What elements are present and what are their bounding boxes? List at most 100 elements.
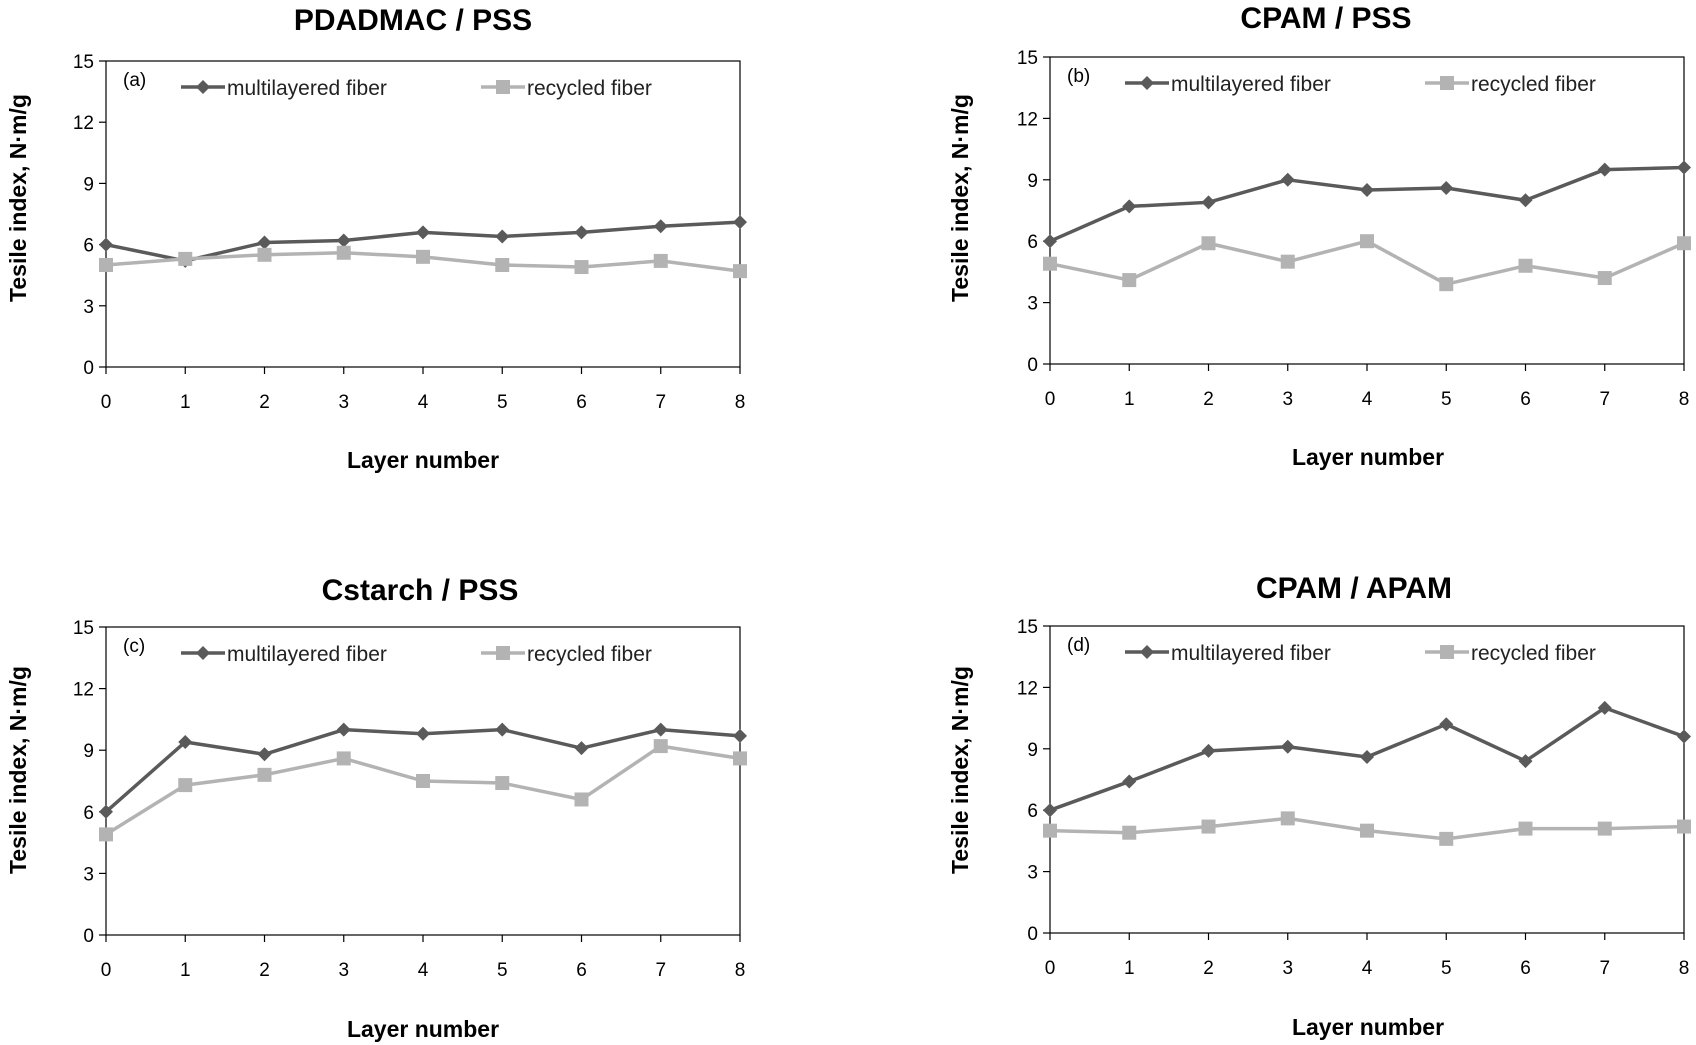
x-tick-label: 2 bbox=[259, 960, 270, 981]
data-point-recycled bbox=[336, 245, 351, 260]
data-point-multilayered bbox=[495, 229, 510, 244]
legend-marker-diamond bbox=[1140, 645, 1154, 659]
data-point-recycled bbox=[1280, 811, 1295, 826]
data-point-multilayered bbox=[574, 225, 589, 240]
y-axis-label: Tesile index, N·m/g bbox=[5, 666, 31, 874]
x-tick-label: 5 bbox=[1441, 958, 1452, 979]
legend-marker-square bbox=[496, 80, 510, 94]
data-point-multilayered bbox=[336, 722, 351, 737]
data-point-recycled bbox=[257, 247, 272, 262]
legend-label: recycled fiber bbox=[1471, 73, 1596, 96]
x-tick-label: 1 bbox=[1124, 389, 1135, 410]
x-tick-label: 4 bbox=[418, 392, 429, 413]
legend-marker-diamond bbox=[1140, 76, 1154, 90]
x-tick-label: 4 bbox=[418, 960, 429, 981]
y-tick-label: 0 bbox=[83, 358, 94, 379]
data-point-multilayered bbox=[1201, 743, 1216, 758]
data-point-recycled bbox=[653, 739, 668, 754]
data-point-multilayered bbox=[99, 237, 113, 252]
legend-label: recycled fiber bbox=[1471, 642, 1596, 665]
data-point-multilayered bbox=[1597, 700, 1612, 715]
y-tick-label: 0 bbox=[1027, 924, 1038, 945]
x-tick-label: 8 bbox=[1679, 389, 1690, 410]
data-point-multilayered bbox=[1439, 717, 1454, 732]
data-point-recycled bbox=[574, 792, 589, 807]
x-tick-label: 3 bbox=[1282, 958, 1293, 979]
data-point-recycled bbox=[1677, 236, 1691, 251]
legend-marker-square bbox=[496, 646, 510, 660]
series-line-recycled bbox=[105, 744, 741, 836]
data-point-multilayered bbox=[416, 225, 430, 240]
data-point-multilayered bbox=[257, 235, 272, 250]
x-tick-label: 3 bbox=[338, 392, 349, 413]
y-tick-label: 12 bbox=[73, 680, 94, 701]
x-tick-label: 1 bbox=[180, 392, 191, 413]
x-tick-label: 2 bbox=[1203, 389, 1214, 410]
legend-marker-square bbox=[1440, 645, 1454, 659]
data-point-recycled bbox=[1122, 273, 1137, 288]
x-tick-label: 0 bbox=[1045, 958, 1056, 979]
x-tick-label: 4 bbox=[1362, 958, 1373, 979]
legend-label: multilayered fiber bbox=[1171, 73, 1331, 96]
chart-panel-c: Cstarch / PSS Tesile index, N·m/g Layer … bbox=[5, 574, 747, 1042]
chart-title: PDADMAC / PSS bbox=[294, 4, 532, 37]
x-tick-label: 8 bbox=[735, 960, 746, 981]
panel-label: (a) bbox=[123, 70, 146, 91]
y-tick-label: 15 bbox=[73, 52, 94, 73]
data-point-multilayered bbox=[1597, 162, 1612, 177]
data-point-multilayered bbox=[1122, 199, 1137, 214]
y-tick-label: 15 bbox=[73, 618, 94, 639]
data-point-recycled bbox=[99, 258, 113, 272]
data-point-recycled bbox=[178, 251, 193, 266]
data-point-multilayered bbox=[1201, 195, 1216, 210]
legend-marker-diamond bbox=[196, 646, 210, 660]
data-point-recycled bbox=[1439, 831, 1454, 846]
y-tick-label: 6 bbox=[83, 803, 94, 824]
data-point-recycled bbox=[1360, 234, 1374, 249]
data-point-multilayered bbox=[1360, 749, 1374, 764]
legend-label: recycled fiber bbox=[527, 77, 652, 100]
x-tick-label: 6 bbox=[576, 392, 587, 413]
y-tick-label: 15 bbox=[1017, 48, 1038, 69]
data-point-recycled bbox=[1043, 823, 1057, 838]
data-point-recycled bbox=[1518, 258, 1533, 273]
x-tick-label: 2 bbox=[259, 392, 270, 413]
data-point-recycled bbox=[1280, 254, 1295, 269]
y-tick-label: 3 bbox=[1027, 294, 1038, 315]
data-point-multilayered bbox=[1122, 774, 1137, 789]
plot-frame bbox=[105, 60, 741, 368]
data-point-recycled bbox=[495, 776, 510, 791]
data-point-recycled bbox=[1360, 823, 1374, 838]
x-axis-label: Layer number bbox=[347, 447, 499, 473]
data-point-multilayered bbox=[1677, 160, 1691, 175]
x-tick-label: 1 bbox=[1124, 958, 1135, 979]
data-point-recycled bbox=[1597, 271, 1612, 286]
y-tick-label: 0 bbox=[83, 926, 94, 947]
data-point-recycled bbox=[257, 767, 272, 782]
x-tick-label: 1 bbox=[180, 960, 191, 981]
x-tick-label: 5 bbox=[497, 392, 508, 413]
y-tick-label: 6 bbox=[1027, 801, 1038, 822]
data-point-multilayered bbox=[1043, 803, 1057, 818]
data-point-recycled bbox=[653, 253, 668, 268]
data-point-multilayered bbox=[733, 215, 747, 230]
x-tick-label: 6 bbox=[1520, 389, 1531, 410]
data-point-recycled bbox=[1043, 256, 1057, 271]
legend-label: multilayered fiber bbox=[1171, 642, 1331, 665]
data-point-multilayered bbox=[336, 233, 351, 248]
data-point-recycled bbox=[1439, 277, 1454, 292]
data-point-multilayered bbox=[1677, 729, 1691, 744]
data-point-multilayered bbox=[495, 722, 510, 737]
x-tick-label: 5 bbox=[1441, 389, 1452, 410]
data-point-multilayered bbox=[733, 728, 747, 743]
data-point-recycled bbox=[1518, 821, 1533, 836]
y-axis-label: Tesile index, N·m/g bbox=[947, 666, 973, 874]
y-tick-label: 12 bbox=[1017, 678, 1038, 699]
y-tick-label: 0 bbox=[1027, 355, 1038, 376]
data-point-multilayered bbox=[653, 219, 668, 234]
data-point-multilayered bbox=[99, 804, 113, 819]
plot-frame bbox=[1049, 56, 1685, 365]
chart-panel-a: PDADMAC / PSS Tesile index, N·m/g Layer … bbox=[5, 4, 747, 473]
x-tick-label: 3 bbox=[338, 960, 349, 981]
y-axis-label: Tesile index, N·m/g bbox=[947, 94, 973, 302]
